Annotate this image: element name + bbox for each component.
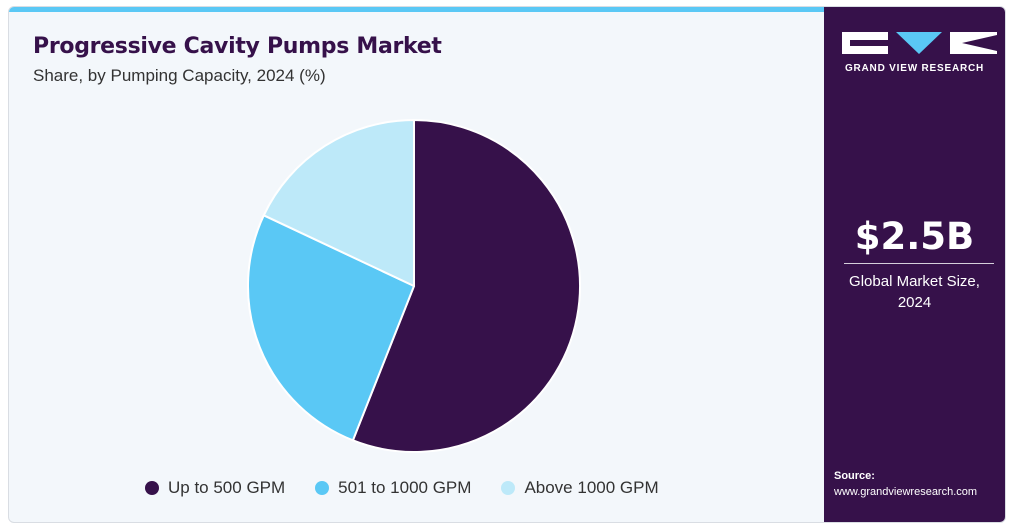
brand-name: GRAND VIEW RESEARCH — [844, 63, 985, 74]
legend-swatch — [501, 481, 516, 495]
chart-legend: Up to 500 GPM 501 to 1000 GPM Above 1000 G… — [145, 477, 689, 499]
legend-swatch — [145, 481, 159, 495]
pie-slice-501-to-1000-gpm — [247, 214, 415, 442]
divider — [844, 263, 994, 264]
chart-title: Progressive Cavity Pumps Market — [33, 34, 442, 59]
grand-view-research-logo — [842, 32, 997, 54]
legend-label: Above 1000 GPM — [524, 478, 659, 497]
source-label: Source: — [834, 470, 875, 482]
legend-label: 501 to 1000 GPM — [338, 478, 472, 497]
chart-subtitle: Share, by Pumping Capacity, 2024 (%) — [33, 66, 326, 85]
source-link[interactable]: www.grandviewresearch.com — [834, 486, 978, 498]
market-size-panel: GRAND VIEW RESEARCH $2.5B Global Market … — [824, 7, 1005, 522]
pie-chart — [247, 119, 581, 453]
accent-bar — [9, 7, 824, 12]
chart-card: Progressive Cavity Pumps Market Share, b… — [8, 6, 1006, 523]
legend-label: Up to 500 GPM — [168, 478, 286, 497]
chart-area: Progressive Cavity Pumps Market Share, b… — [9, 7, 824, 522]
legend-swatch — [315, 481, 330, 495]
pie-slice-up-to-500-gpm — [351, 119, 581, 453]
pie-slice-above-1000-gpm — [262, 119, 415, 287]
legend-item: Above 1000 GPM — [501, 478, 659, 498]
legend-item: Up to 500 GPM — [145, 478, 285, 498]
legend-item: 501 to 1000 GPM — [315, 478, 471, 498]
market-size-label: Global Market Size, 2024 — [849, 273, 980, 311]
market-size-value: $2.5B — [854, 215, 975, 258]
